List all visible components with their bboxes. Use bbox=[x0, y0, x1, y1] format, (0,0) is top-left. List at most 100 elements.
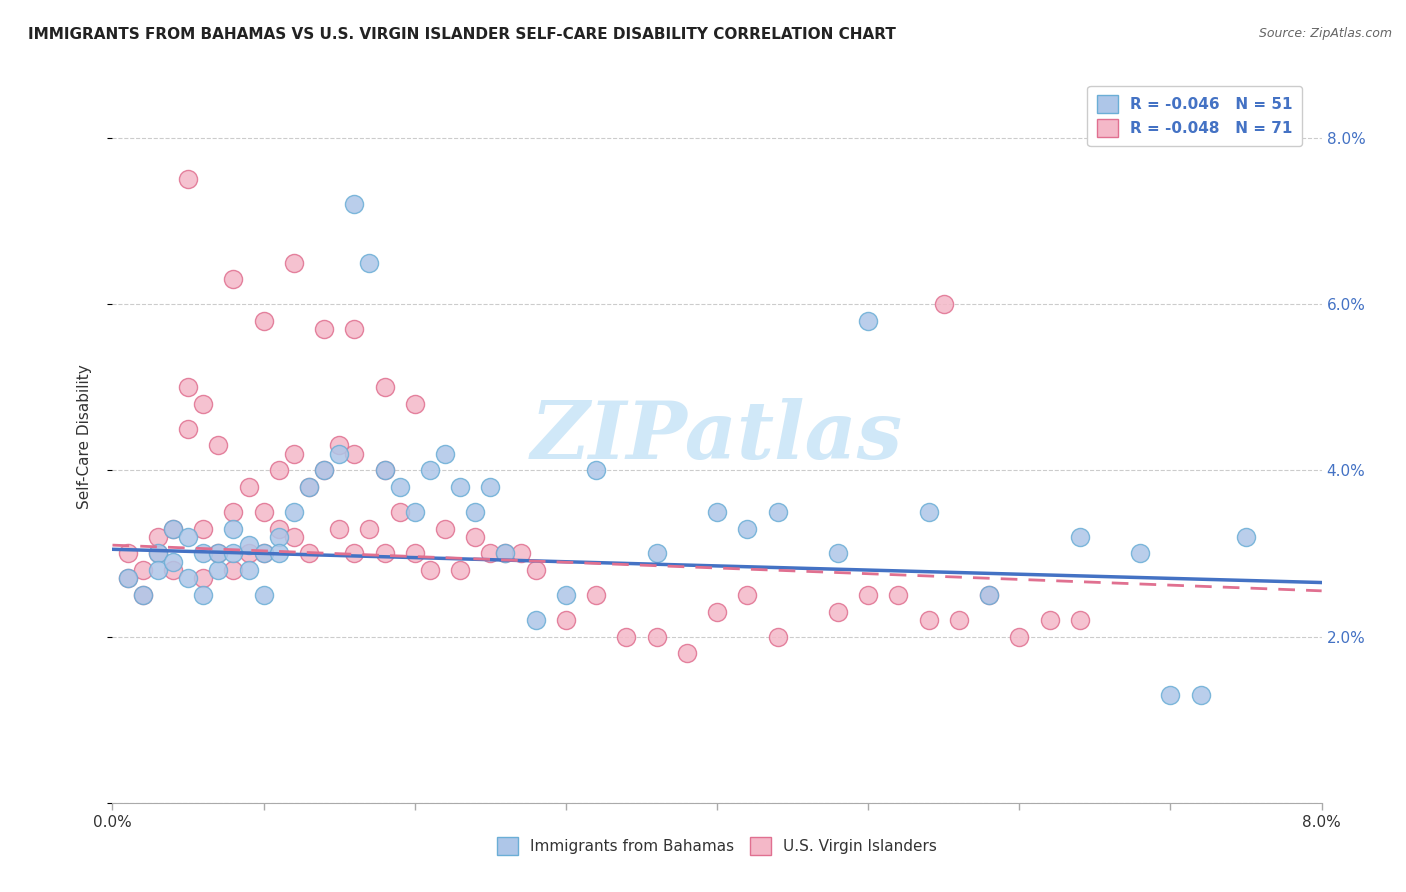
Point bbox=[191, 588, 215, 602]
Point bbox=[449, 563, 471, 577]
Point bbox=[298, 546, 321, 560]
Point bbox=[433, 447, 456, 461]
Point bbox=[162, 521, 184, 535]
Point bbox=[283, 530, 305, 544]
Point bbox=[404, 505, 426, 519]
Point bbox=[1069, 530, 1091, 544]
Point bbox=[917, 505, 939, 519]
Point bbox=[419, 463, 441, 477]
Point bbox=[827, 605, 849, 619]
Point bbox=[253, 505, 276, 519]
Point bbox=[404, 546, 426, 560]
Point bbox=[146, 546, 169, 560]
Point bbox=[238, 563, 260, 577]
Point bbox=[388, 505, 411, 519]
Point bbox=[191, 546, 215, 560]
Point bbox=[464, 530, 486, 544]
Point bbox=[177, 380, 200, 394]
Point bbox=[404, 397, 426, 411]
Point bbox=[177, 422, 200, 436]
Text: ZIPatlas: ZIPatlas bbox=[531, 399, 903, 475]
Point bbox=[253, 546, 276, 560]
Point bbox=[177, 172, 200, 186]
Point bbox=[117, 571, 139, 585]
Point bbox=[207, 546, 229, 560]
Point bbox=[343, 322, 366, 336]
Point bbox=[359, 255, 381, 269]
Point bbox=[253, 314, 276, 328]
Point bbox=[433, 521, 456, 535]
Point bbox=[238, 480, 260, 494]
Point bbox=[766, 505, 789, 519]
Point bbox=[585, 588, 607, 602]
Point bbox=[343, 197, 366, 211]
Point bbox=[132, 588, 155, 602]
Point bbox=[1069, 613, 1091, 627]
Point bbox=[645, 546, 668, 560]
Point bbox=[177, 530, 200, 544]
Point bbox=[298, 480, 321, 494]
Point bbox=[479, 480, 502, 494]
Point bbox=[1234, 530, 1257, 544]
Point bbox=[524, 563, 547, 577]
Point bbox=[554, 613, 576, 627]
Point bbox=[207, 438, 229, 452]
Point bbox=[191, 571, 215, 585]
Point bbox=[495, 546, 517, 560]
Point bbox=[298, 480, 321, 494]
Point bbox=[207, 563, 229, 577]
Point bbox=[979, 588, 1001, 602]
Point bbox=[343, 447, 366, 461]
Point bbox=[373, 546, 396, 560]
Text: IMMIGRANTS FROM BAHAMAS VS U.S. VIRGIN ISLANDER SELF-CARE DISABILITY CORRELATION: IMMIGRANTS FROM BAHAMAS VS U.S. VIRGIN I… bbox=[28, 27, 896, 42]
Point bbox=[267, 463, 290, 477]
Point bbox=[253, 546, 276, 560]
Y-axis label: Self-Care Disability: Self-Care Disability bbox=[77, 365, 91, 509]
Point bbox=[267, 530, 290, 544]
Point bbox=[856, 588, 880, 602]
Point bbox=[267, 521, 290, 535]
Point bbox=[737, 521, 759, 535]
Point bbox=[645, 630, 668, 644]
Point bbox=[464, 505, 486, 519]
Point bbox=[283, 505, 305, 519]
Point bbox=[856, 314, 880, 328]
Point bbox=[1159, 688, 1181, 702]
Point bbox=[162, 521, 184, 535]
Point bbox=[706, 605, 728, 619]
Point bbox=[222, 505, 245, 519]
Point bbox=[222, 521, 245, 535]
Point bbox=[524, 613, 547, 627]
Point bbox=[117, 546, 139, 560]
Point bbox=[388, 480, 411, 494]
Point bbox=[177, 571, 200, 585]
Point bbox=[509, 546, 531, 560]
Point bbox=[328, 438, 350, 452]
Text: Source: ZipAtlas.com: Source: ZipAtlas.com bbox=[1258, 27, 1392, 40]
Point bbox=[283, 447, 305, 461]
Point bbox=[146, 530, 169, 544]
Point bbox=[146, 546, 169, 560]
Point bbox=[706, 505, 728, 519]
Point bbox=[449, 480, 471, 494]
Point bbox=[312, 463, 335, 477]
Point bbox=[238, 546, 260, 560]
Point bbox=[191, 521, 215, 535]
Point bbox=[162, 555, 184, 569]
Point bbox=[359, 521, 381, 535]
Point bbox=[222, 546, 245, 560]
Legend: Immigrants from Bahamas, U.S. Virgin Islanders: Immigrants from Bahamas, U.S. Virgin Isl… bbox=[491, 831, 943, 861]
Point bbox=[932, 297, 955, 311]
Point bbox=[1008, 630, 1031, 644]
Point bbox=[1189, 688, 1212, 702]
Point bbox=[373, 380, 396, 394]
Point bbox=[1129, 546, 1152, 560]
Point bbox=[312, 463, 335, 477]
Point bbox=[267, 546, 290, 560]
Point bbox=[343, 546, 366, 560]
Point bbox=[312, 322, 335, 336]
Point bbox=[554, 588, 576, 602]
Point bbox=[132, 588, 155, 602]
Point bbox=[948, 613, 970, 627]
Point bbox=[1038, 613, 1062, 627]
